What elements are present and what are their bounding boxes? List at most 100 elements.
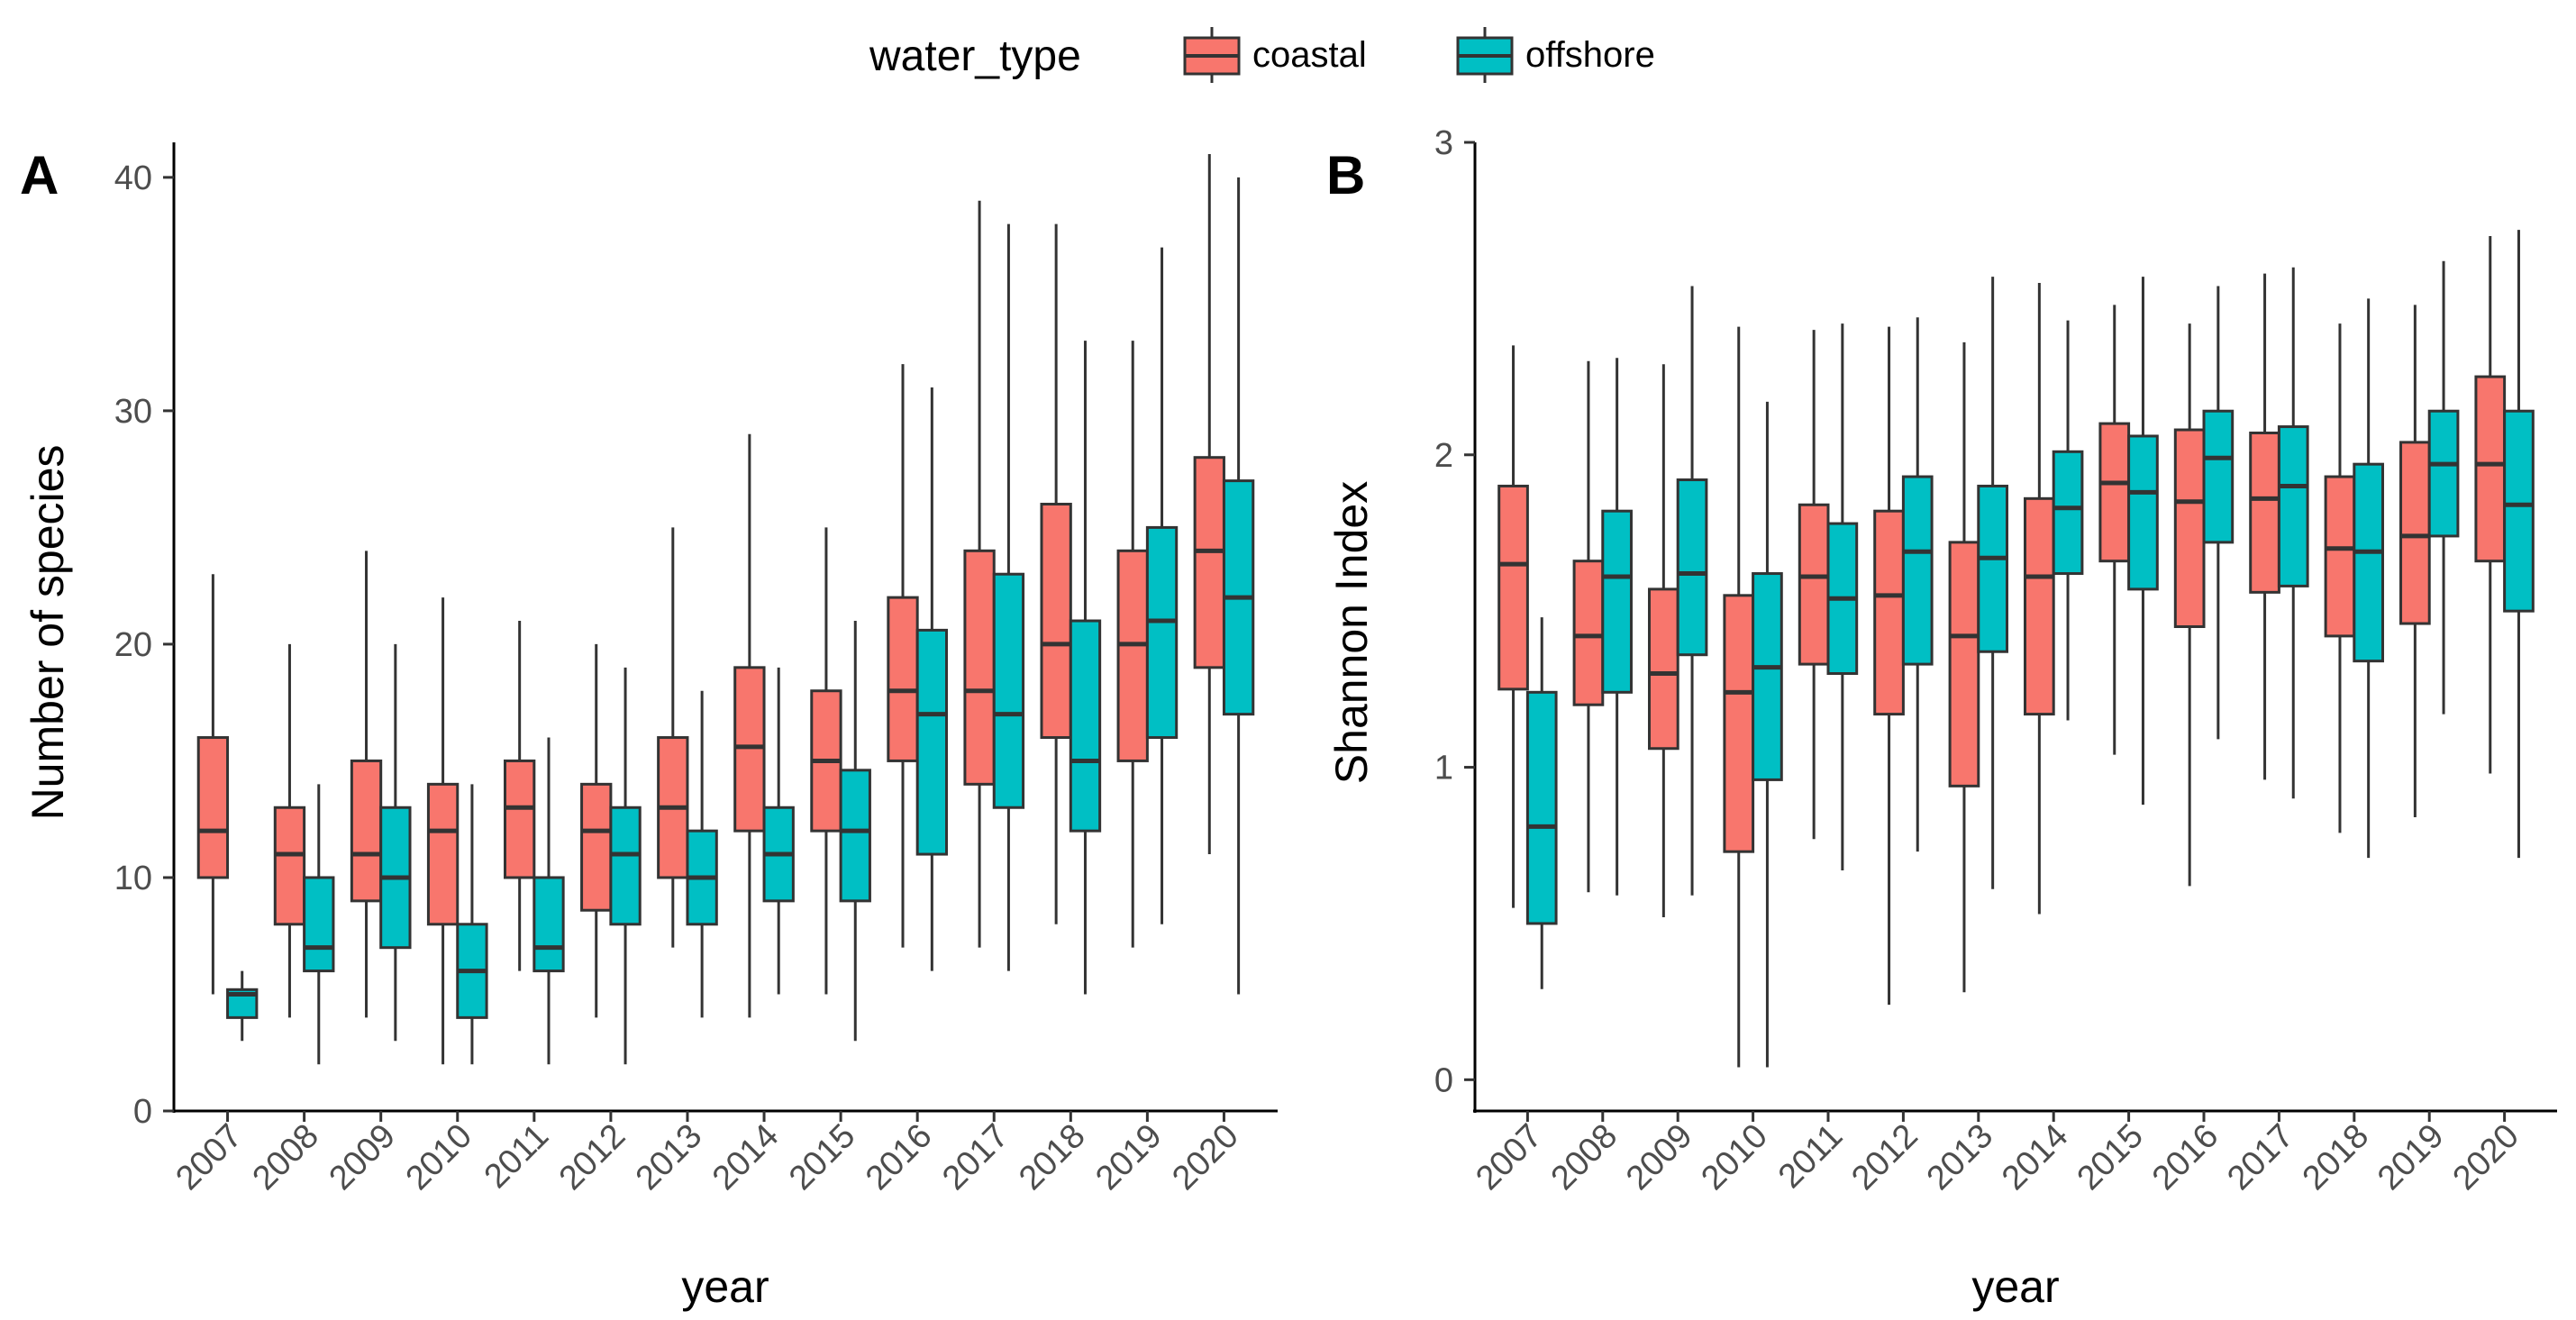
box-body — [1601, 509, 1633, 694]
panel-a-y-title: Number of species — [23, 445, 73, 821]
panel-a-x-tick-label: 2012 — [552, 1117, 633, 1197]
panel-b-y-tick-label: 0 — [1434, 1061, 1453, 1099]
box-offshore-2014 — [762, 667, 795, 995]
panel-a-x-tick-label: 2013 — [629, 1117, 709, 1197]
panel-a-x-tick-label: 2014 — [705, 1117, 786, 1197]
box-offshore-2009 — [379, 643, 412, 1042]
box-coastal-2017 — [2249, 273, 2280, 780]
box-offshore-2017 — [2277, 267, 2309, 799]
panel-b-y-tick-label: 2 — [1434, 437, 1453, 475]
box-body — [350, 759, 383, 903]
legend-label-offshore: offshore — [1525, 35, 1655, 75]
box-body — [963, 549, 996, 786]
box-offshore-2011 — [532, 737, 565, 1065]
box-offshore-2019 — [1145, 247, 1179, 924]
box-coastal-2011 — [504, 621, 536, 971]
box-coastal-2018 — [2324, 323, 2356, 833]
panel-a-y-tick-label: 0 — [133, 1093, 152, 1131]
box-body — [1525, 690, 1558, 925]
box-offshore-2014 — [2052, 320, 2084, 721]
box-coastal-2016 — [887, 364, 919, 948]
box-coastal-2012 — [1873, 326, 1905, 1006]
box-body — [303, 876, 335, 973]
panel-a-tag: A — [20, 145, 59, 205]
box-body — [2474, 375, 2507, 563]
box-body — [1948, 541, 1980, 787]
box-coastal-2013 — [1948, 341, 1980, 993]
box-offshore-2012 — [1901, 317, 1934, 852]
panel-a-x-tick-label: 2008 — [245, 1117, 325, 1197]
box-body — [1873, 509, 1905, 716]
panel-a-x-tick-label: 2017 — [935, 1117, 1015, 1197]
box-offshore-2010 — [1752, 401, 1783, 1068]
box-body — [887, 596, 919, 762]
box-body — [1798, 503, 1830, 666]
box-offshore-2020 — [2503, 230, 2535, 859]
box-coastal-2015 — [2098, 305, 2131, 755]
panel-a-x-tick-label: 2011 — [478, 1117, 556, 1196]
legend: water_type coastal offshore — [869, 27, 1655, 83]
box-body — [1193, 456, 1225, 669]
panel-a-x-tick-label: 2007 — [168, 1117, 249, 1197]
box-body — [2202, 409, 2235, 544]
panel-a-x-tick-label: 2009 — [323, 1117, 403, 1197]
box-coastal-2012 — [580, 643, 613, 1018]
panel-b-x-tick-label: 2020 — [2446, 1117, 2526, 1197]
box-body — [426, 782, 460, 926]
box-coastal-2007 — [196, 574, 230, 995]
box-body — [1497, 484, 1529, 691]
panel-b-x-tick-label: 2009 — [1619, 1117, 1699, 1197]
box-offshore-2011 — [1826, 323, 1859, 870]
box-offshore-2016 — [2202, 286, 2235, 740]
panel-b-y-tick-label: 1 — [1434, 750, 1453, 787]
box-body — [2427, 409, 2460, 538]
box-body — [2127, 434, 2159, 591]
panel-a-x-tick-label: 2016 — [859, 1117, 939, 1197]
panel-b-x-tick-label: 2013 — [1920, 1117, 2000, 1197]
box-coastal-2014 — [733, 433, 766, 1018]
box-offshore-2015 — [2127, 277, 2159, 806]
box-body — [1116, 549, 1149, 762]
legend-item-coastal: coastal — [1183, 27, 1367, 83]
box-body — [2173, 428, 2206, 628]
panel-a-x-tick-label: 2020 — [1165, 1117, 1245, 1197]
panel-b-x-tick-label: 2017 — [2220, 1117, 2300, 1197]
panel-b-tag: B — [1326, 145, 1365, 205]
panel-a-x-tick-label: 2019 — [1088, 1117, 1169, 1197]
panel-b-x-title: year — [1971, 1261, 2059, 1312]
box-coastal-2020 — [1193, 153, 1225, 855]
box-body — [1676, 478, 1708, 657]
panel-b: B Shannon Index year 0123200720082009201… — [1326, 124, 2557, 1312]
box-body — [532, 876, 565, 973]
box-body — [1145, 525, 1179, 740]
box-offshore-2010 — [456, 784, 488, 1065]
box-body — [2052, 450, 2084, 576]
box-coastal-2011 — [1798, 330, 1830, 840]
panel-b-x-tick-label: 2012 — [1844, 1117, 1925, 1197]
box-offshore-2008 — [1601, 358, 1633, 896]
box-coastal-2008 — [1572, 360, 1605, 893]
box-body — [2503, 409, 2535, 613]
box-coastal-2009 — [1647, 364, 1679, 917]
box-body — [504, 759, 536, 879]
panel-a-x-tick-label: 2015 — [782, 1117, 862, 1197]
panel-b-x-tick-label: 2018 — [2296, 1117, 2376, 1197]
box-body — [2277, 425, 2309, 587]
box-coastal-2020 — [2474, 236, 2507, 774]
legend-item-offshore: offshore — [1456, 27, 1655, 83]
box-body — [1901, 475, 1934, 666]
box-coastal-2007 — [1497, 345, 1529, 908]
box-offshore-2007 — [1525, 617, 1558, 989]
panel-b-x-tick-label: 2015 — [2070, 1117, 2150, 1197]
box-coastal-2008 — [273, 643, 306, 1018]
box-coastal-2017 — [963, 200, 996, 948]
box-body — [1069, 619, 1102, 833]
box-body — [1572, 560, 1605, 706]
box-body — [273, 806, 306, 926]
panel-a-y-tick-label: 20 — [114, 626, 152, 664]
panel-b-x-tick-label: 2011 — [1771, 1117, 1850, 1196]
box-offshore-2020 — [1222, 177, 1255, 995]
box-body — [2353, 462, 2385, 663]
legend-title: water_type — [869, 32, 1081, 80]
